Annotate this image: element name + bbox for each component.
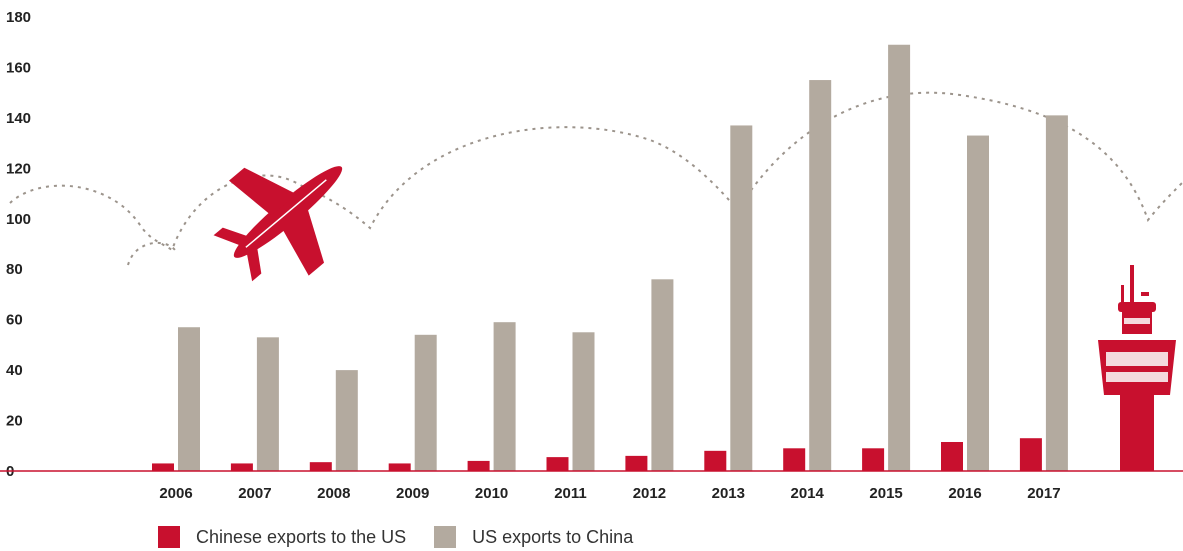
bar-chinese-exports [704, 450, 727, 471]
bar-us-exports [493, 322, 516, 471]
bar-chinese-exports [309, 462, 332, 471]
bar-us-exports [335, 370, 358, 471]
legend-label-us: US exports to China [472, 526, 634, 547]
bar-chinese-exports [230, 463, 253, 471]
bar-us-exports [178, 327, 200, 471]
x-tick-label: 2016 [948, 485, 981, 502]
x-tick-label: 2007 [238, 485, 271, 502]
x-tick-label: 2006 [159, 485, 192, 502]
bars [152, 44, 1068, 472]
x-tick-label: 2010 [475, 485, 508, 502]
y-axis-ticks: 020406080100120140160180 [6, 9, 31, 480]
legend: Chinese exports to the US US exports to … [158, 526, 661, 548]
x-tick-label: 2013 [712, 485, 745, 502]
bar-us-exports [730, 125, 753, 471]
x-tick-label: 2011 [554, 485, 587, 502]
bar-chinese-exports [388, 463, 411, 471]
x-tick-label: 2017 [1027, 485, 1060, 502]
bar-us-exports [414, 334, 437, 471]
bar-us-exports [256, 337, 279, 471]
bar-us-exports [967, 135, 989, 472]
control-tower-icon [1098, 265, 1176, 471]
bar-us-exports [888, 44, 911, 471]
x-axis-ticks: 2006 2007 2008 2009 2010 2011 2012 2013 2014 2015… [159, 485, 1060, 502]
x-tick-label: 2012 [633, 485, 666, 502]
dotted-cloud-line [9, 91, 1183, 252]
x-tick-label: 2009 [396, 485, 429, 502]
decorations [9, 91, 1183, 471]
bar-chinese-exports [862, 448, 885, 471]
dotted-cloud-line-lower [127, 242, 176, 266]
legend-swatch-china [158, 526, 180, 548]
y-tick-label: 20 [6, 413, 23, 430]
bar-chinese-exports [152, 463, 174, 471]
bar-chinese-exports [467, 460, 490, 471]
y-tick-label: 100 [6, 211, 31, 228]
legend-label-china: Chinese exports to the US [196, 526, 407, 547]
bar-chinese-exports [546, 457, 569, 471]
bar-us-exports [809, 80, 832, 472]
bar-chinese-exports [783, 448, 806, 471]
bar-chinese-exports [625, 455, 648, 471]
y-tick-label: 180 [6, 9, 31, 26]
y-tick-label: 40 [6, 362, 23, 379]
bar-chinese-exports [941, 441, 963, 471]
x-tick-label: 2008 [317, 485, 350, 502]
bar-chinese-exports [1019, 438, 1042, 471]
bar-us-exports [572, 332, 595, 471]
y-tick-label: 160 [6, 59, 31, 76]
y-tick-label: 80 [6, 261, 23, 278]
x-tick-label: 2015 [869, 485, 902, 502]
bar-us-exports [651, 279, 674, 471]
airplane-icon [213, 166, 343, 282]
y-tick-label: 120 [6, 160, 31, 177]
bar-us-exports [1045, 115, 1068, 471]
y-tick-label: 60 [6, 312, 23, 329]
y-tick-label: 140 [6, 110, 31, 127]
legend-swatch-us [434, 526, 457, 548]
legend-item-us: US exports to China [434, 526, 633, 548]
x-tick-label: 2014 [791, 485, 825, 502]
legend-item-china: Chinese exports to the US [158, 526, 406, 548]
